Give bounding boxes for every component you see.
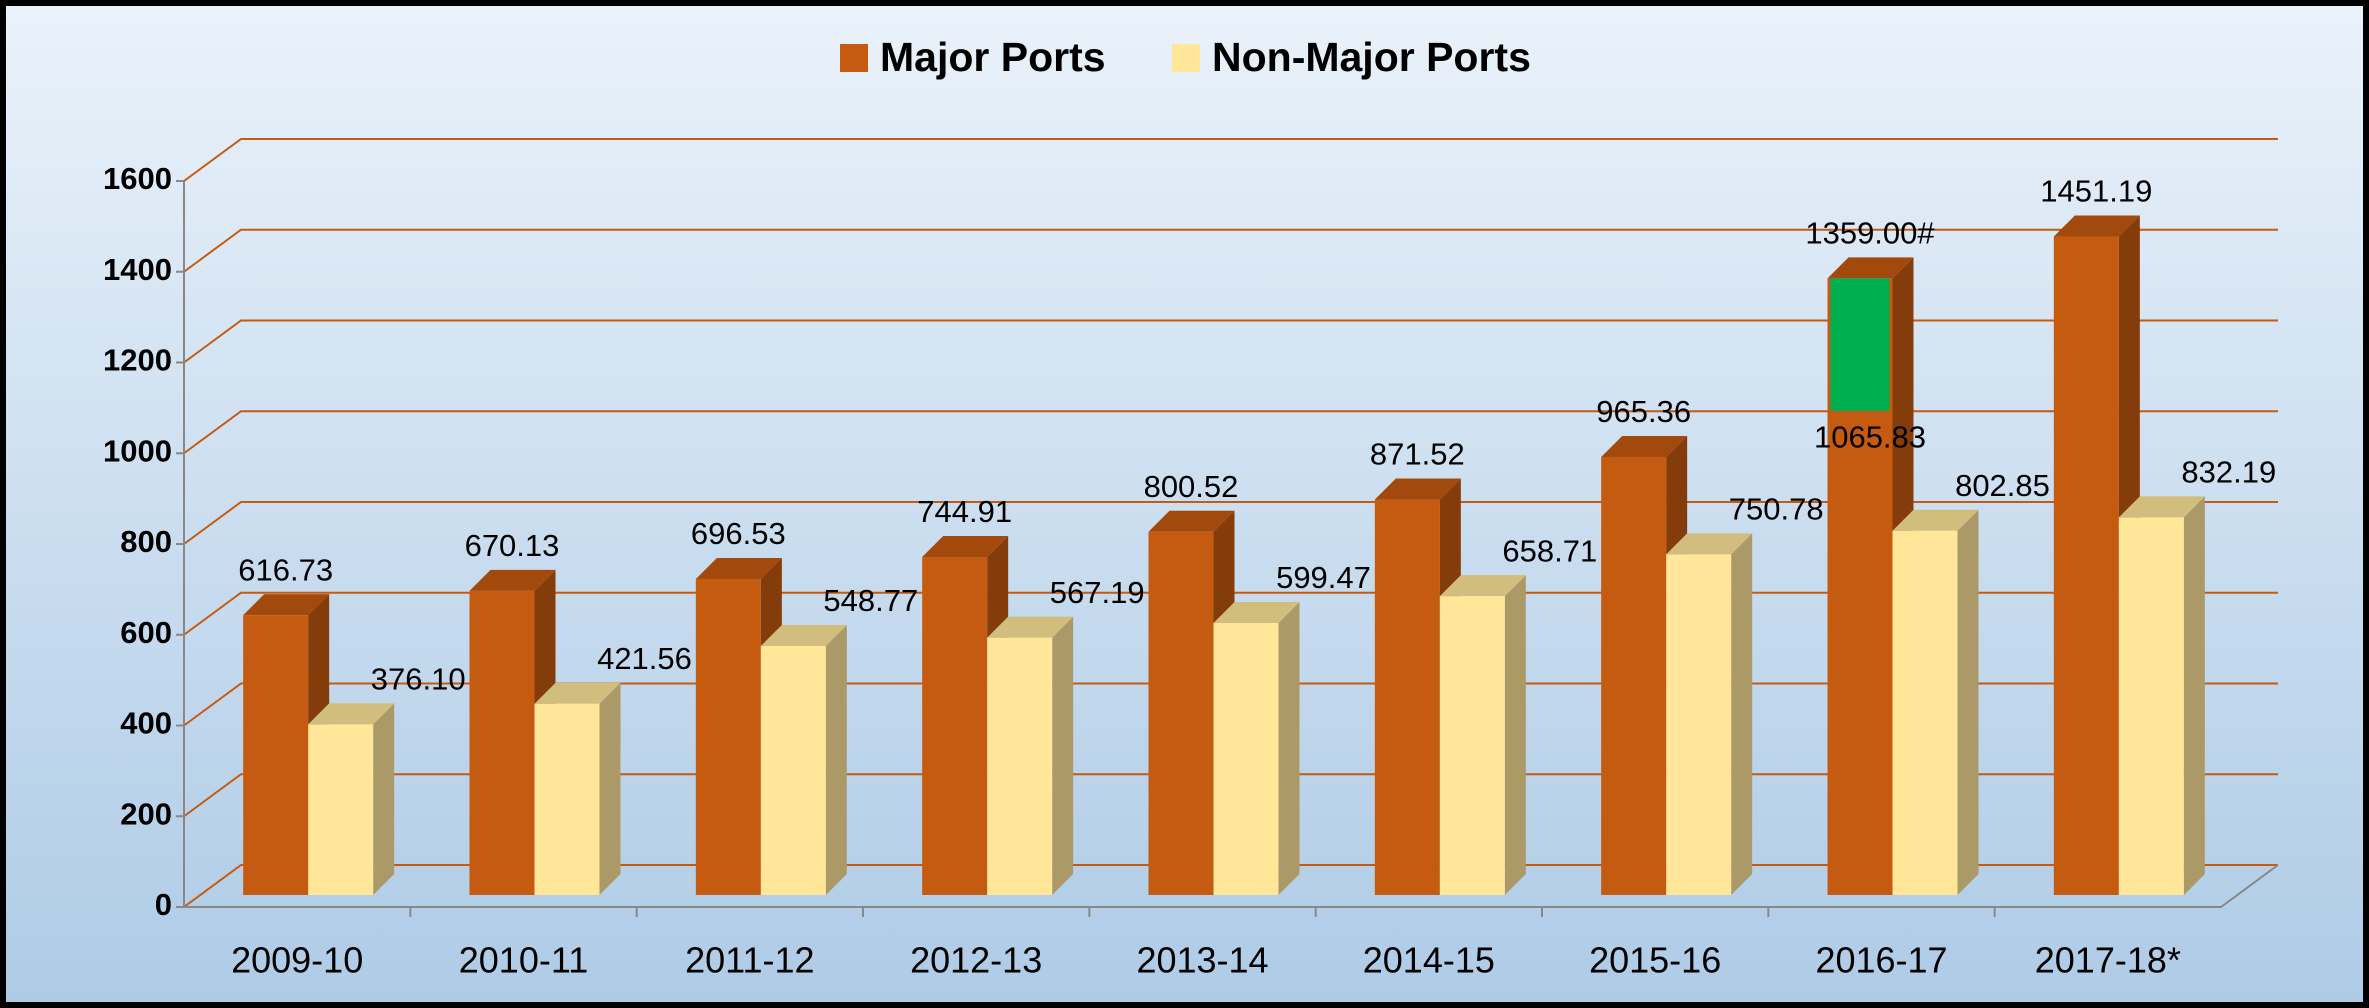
y-tick-label: 800	[120, 524, 172, 559]
bar	[1374, 499, 1440, 895]
bar-top	[534, 682, 621, 704]
grid-line	[183, 682, 2278, 727]
bar	[534, 703, 600, 895]
bar-top	[987, 616, 1074, 638]
bar	[695, 578, 761, 895]
bar-side	[2183, 496, 2205, 895]
bar	[2053, 236, 2119, 896]
bar-top	[2053, 215, 2140, 237]
grid-line	[183, 501, 2278, 545]
bar	[2118, 517, 2184, 895]
grid-line	[183, 410, 2278, 455]
bar	[308, 724, 374, 895]
bar-top	[2118, 496, 2205, 518]
bar-side	[825, 624, 847, 895]
x-tick-label: 2012-13	[910, 940, 1042, 981]
y-tick-label: 600	[120, 615, 172, 650]
x-tick-label: 2009-10	[231, 940, 363, 981]
y-tick-label: 1600	[103, 161, 172, 196]
value-label: 421.56	[597, 641, 692, 676]
value-label: 599.47	[1276, 560, 1371, 595]
bar-top	[469, 569, 556, 591]
value-label: 1451.19	[2040, 174, 2152, 209]
x-tick-label: 2013-14	[1136, 940, 1268, 981]
bar-side	[1504, 575, 1526, 895]
grid-line	[183, 138, 2278, 182]
value-label: 750.78	[1729, 492, 1824, 527]
bar-top	[308, 703, 395, 725]
bar	[1601, 456, 1667, 895]
bar-top	[1827, 257, 1914, 279]
bar	[1213, 622, 1279, 895]
y-tick-label: 1200	[103, 343, 172, 378]
value-label: 744.91	[917, 494, 1012, 529]
bar	[1892, 530, 1958, 895]
bar-side	[1731, 533, 1753, 895]
value-label: 548.77	[823, 583, 918, 618]
grid-line	[183, 228, 2278, 273]
bar	[469, 590, 535, 895]
value-label: 376.10	[371, 662, 466, 697]
value-label: 800.52	[1144, 469, 1239, 504]
value-label: 658.71	[1502, 533, 1597, 568]
grid-line	[183, 773, 2278, 818]
value-label: 802.85	[1955, 468, 2050, 503]
bar	[987, 637, 1053, 895]
bar	[922, 556, 988, 895]
value-label: 1065.83	[1814, 420, 1926, 455]
bar-highlight	[1830, 278, 1890, 412]
value-label: 965.36	[1596, 394, 1691, 429]
value-label: 696.53	[691, 516, 786, 551]
bar-top	[1374, 478, 1461, 500]
y-tick-label: 1400	[103, 252, 172, 287]
legend-swatch	[840, 44, 868, 72]
bar	[243, 615, 309, 895]
highlight-label: 1359.00#	[1805, 216, 1935, 251]
bar-side	[599, 682, 621, 895]
bar-top	[760, 624, 847, 646]
grid-line	[183, 591, 2278, 636]
value-label: 871.52	[1370, 437, 1465, 472]
grid-line	[183, 319, 2278, 364]
legend-label: Major Ports	[880, 34, 1106, 80]
bar	[1439, 596, 1505, 895]
bar-top	[1892, 509, 1979, 531]
bar-top	[922, 535, 1009, 557]
bar-top	[1666, 533, 1753, 555]
bar-top	[695, 557, 782, 579]
bar-top	[243, 594, 330, 616]
bar	[760, 645, 826, 895]
value-label: 567.19	[1050, 575, 1145, 610]
x-tick-label: 2014-15	[1363, 940, 1495, 981]
bar-side	[373, 703, 395, 895]
x-tick-label: 2010-11	[459, 940, 588, 981]
bar-side	[1957, 509, 1979, 895]
legend-swatch	[1172, 44, 1200, 72]
bar-side	[1278, 601, 1300, 895]
value-label: 616.73	[238, 552, 333, 587]
bar-top	[1439, 575, 1526, 597]
x-tick-label: 2015-16	[1589, 940, 1721, 981]
value-label: 670.13	[465, 528, 560, 563]
bar-top	[1213, 601, 1300, 623]
x-tick-label: 2017-18*	[2035, 940, 2181, 981]
legend-label: Non-Major Ports	[1212, 34, 1531, 80]
bar	[1148, 531, 1214, 895]
x-tick-label: 2016-17	[1815, 940, 1947, 981]
y-tick-label: 200	[120, 796, 172, 831]
bar-side	[1052, 616, 1074, 895]
value-label: 832.19	[2181, 455, 2276, 490]
bar	[1666, 554, 1732, 895]
y-tick-label: 400	[120, 706, 172, 741]
bar-top	[1148, 510, 1235, 532]
y-tick-label: 0	[155, 887, 172, 922]
y-tick-label: 1000	[103, 433, 172, 468]
bar-top	[1601, 435, 1688, 457]
x-tick-label: 2011-12	[685, 940, 814, 981]
grid-line	[183, 864, 2278, 908]
